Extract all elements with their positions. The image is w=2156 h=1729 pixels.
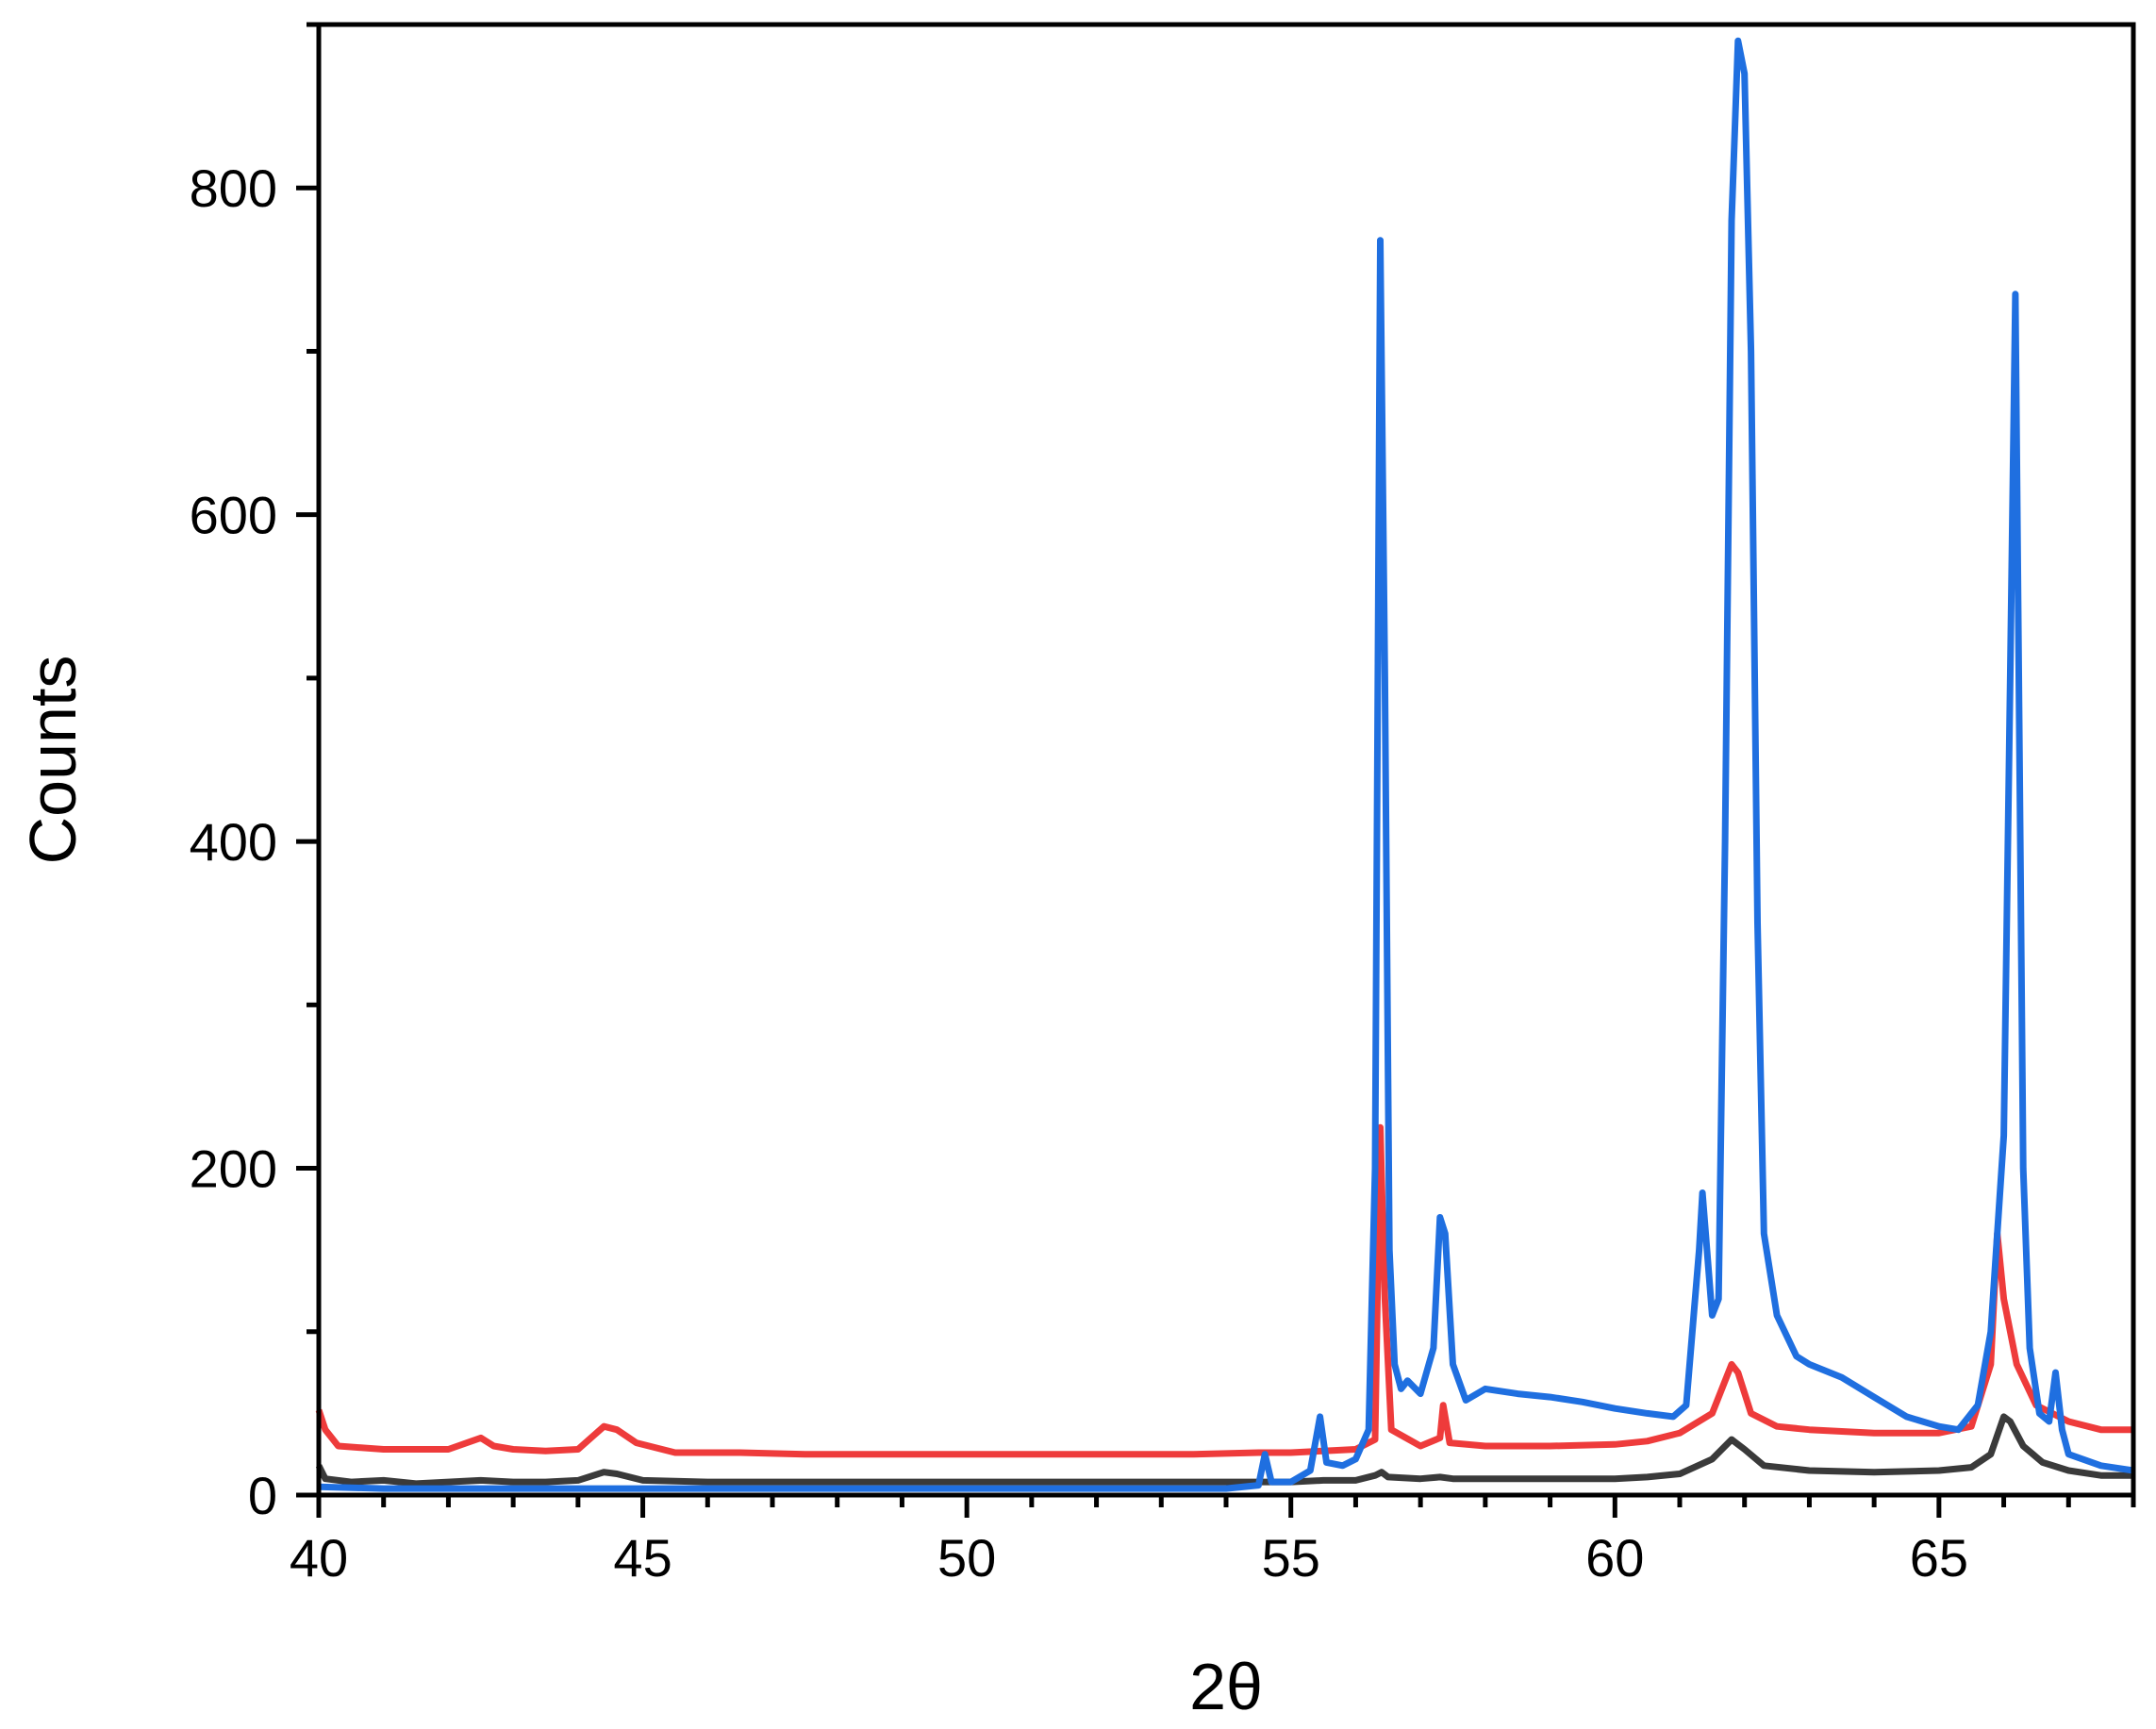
y-axis-label: Counts xyxy=(16,656,90,865)
x-axis-label: 2θ xyxy=(1189,1650,1263,1723)
plot-frame xyxy=(316,22,2136,1498)
x-tick-label: 65 xyxy=(1910,1528,1968,1588)
series-line-3 xyxy=(318,37,2134,1492)
x-axis: 40 45 50 55 60 65 xyxy=(290,1495,2136,1588)
x-tick-label: 40 xyxy=(290,1528,348,1588)
y-tick-label: 400 xyxy=(190,812,277,872)
y-tick-label: 600 xyxy=(190,486,277,545)
x-tick-label: 55 xyxy=(1262,1528,1320,1588)
x-tick-label: 60 xyxy=(1585,1528,1644,1588)
y-tick-label: 200 xyxy=(190,1139,277,1199)
y-axis: 0 200 400 600 800 xyxy=(190,22,319,1525)
x-tick-label: 45 xyxy=(613,1528,672,1588)
y-tick-label: 0 xyxy=(248,1466,277,1525)
x-tick-label: 50 xyxy=(937,1528,996,1588)
y-tick-label: 800 xyxy=(190,158,277,218)
series-line-1 xyxy=(315,1413,2133,1488)
series-layer xyxy=(315,37,2134,1492)
series-line-2 xyxy=(315,1123,2133,1458)
